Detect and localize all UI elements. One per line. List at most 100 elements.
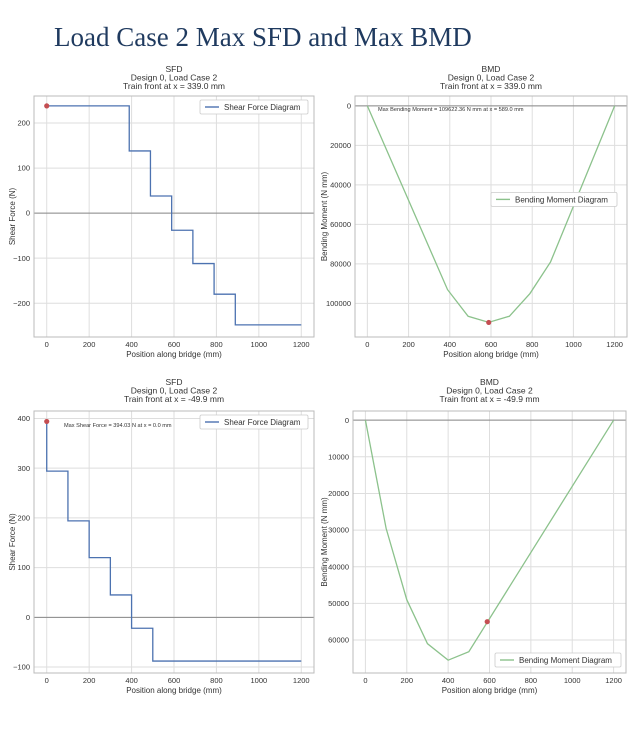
chart-title-line: SFD	[166, 64, 183, 74]
chart-title-line: Train front at x = -49.9 mm	[439, 394, 539, 404]
legend: Bending Moment Diagram	[490, 191, 618, 207]
x-tick-label: 0	[365, 340, 369, 349]
x-tick-label: 400	[442, 676, 455, 685]
chart-title-line: Train front at x = -49.9 mm	[124, 394, 224, 404]
x-tick-label: 1000	[564, 676, 581, 685]
legend-box	[490, 191, 618, 207]
plot-frame	[33, 410, 315, 674]
x-tick-label: 400	[125, 340, 138, 349]
y-tick-label: 60000	[330, 220, 351, 229]
x-axis-label: Position along bridge (mm)	[126, 686, 222, 695]
y-tick-label: 100	[17, 164, 30, 173]
x-tick-label: 1000	[251, 340, 268, 349]
x-axis-label: Position along bridge (mm)	[126, 350, 222, 359]
x-tick-label: 1200	[606, 340, 623, 349]
y-tick-label: 400	[17, 414, 30, 423]
y-tick-label: 100	[17, 563, 30, 572]
y-axis-label: Bending Moment (N mm)	[320, 171, 329, 261]
x-tick-label: 0	[45, 676, 49, 685]
y-tick-label: 40000	[330, 180, 351, 189]
x-tick-label: 1200	[293, 676, 310, 685]
chart-title-line: Design 0, Load Case 2	[131, 386, 218, 396]
x-tick-label: 200	[83, 676, 96, 685]
chart-title-line: Design 0, Load Case 2	[448, 73, 535, 83]
y-tick-label: 0	[26, 613, 30, 622]
y-tick-label: 200	[17, 513, 30, 522]
chart-title-line: Design 0, Load Case 2	[446, 386, 533, 396]
x-axis-label: Position along bridge (mm)	[442, 686, 538, 695]
bending-moment-line	[366, 105, 616, 324]
x-tick-label: 600	[485, 340, 498, 349]
y-tick-label: 30000	[328, 526, 349, 535]
y-axis-label: Shear Force (N)	[8, 513, 17, 571]
bending-moment-line	[364, 419, 615, 661]
page-title: Load Case 2 Max SFD and Max BMD	[54, 22, 472, 52]
x-tick-label: 800	[210, 340, 223, 349]
y-tick-label: 40000	[328, 562, 349, 571]
y-tick-label: 80000	[330, 260, 351, 269]
legend-label: Bending Moment Diagram	[519, 656, 612, 665]
x-tick-label: 200	[401, 676, 414, 685]
plot-frame	[354, 95, 628, 338]
chart-title-line: Design 0, Load Case 2	[131, 73, 218, 83]
x-tick-label: 1200	[605, 676, 622, 685]
max-annotation: Max Bending Moment = 109622.36 N mm at x…	[378, 107, 524, 113]
legend-label: Shear Force Diagram	[224, 103, 301, 112]
chart-title-line: Train front at x = 339.0 mm	[123, 81, 225, 91]
x-tick-label: 1000	[251, 676, 268, 685]
y-tick-label: −100	[13, 254, 30, 263]
max-marker	[44, 103, 50, 109]
x-tick-label: 800	[526, 340, 539, 349]
chart-title-line: Train front at x = 339.0 mm	[440, 81, 542, 91]
y-tick-label: 10000	[328, 452, 349, 461]
x-tick-label: 400	[125, 676, 138, 685]
y-tick-label: 100000	[326, 299, 351, 308]
legend-box	[199, 99, 309, 115]
max-marker	[486, 319, 492, 326]
x-tick-label: 600	[483, 676, 496, 685]
x-tick-label: 600	[168, 676, 181, 685]
shear-force-line	[46, 105, 302, 326]
y-tick-label: 0	[26, 209, 30, 218]
legend-box	[199, 414, 309, 430]
x-tick-label: 800	[210, 676, 223, 685]
max-marker	[44, 418, 50, 425]
x-tick-label: 800	[525, 676, 538, 685]
legend-label: Bending Moment Diagram	[515, 195, 608, 204]
chart-title-line: BMD	[480, 377, 499, 387]
x-tick-label: 400	[444, 340, 457, 349]
y-tick-label: −100	[13, 663, 30, 672]
legend: Shear Force Diagram	[199, 99, 309, 115]
max-marker	[484, 619, 490, 625]
x-tick-label: 0	[363, 676, 367, 685]
x-tick-label: 200	[83, 340, 96, 349]
legend-box	[494, 652, 622, 668]
max-annotation: Max Shear Force = 394.03 N at x = 0.0 mm	[64, 423, 172, 429]
plot-frame	[33, 95, 315, 338]
y-tick-label: 200	[17, 119, 30, 128]
x-axis-label: Position along bridge (mm)	[443, 350, 539, 359]
legend: Bending Moment Diagram	[494, 652, 622, 668]
y-tick-label: 20000	[328, 489, 349, 498]
y-tick-label: 50000	[328, 599, 349, 608]
y-axis-label: Shear Force (N)	[8, 187, 17, 245]
chart-title-line: BMD	[482, 64, 501, 74]
x-tick-label: 0	[45, 340, 49, 349]
y-tick-label: 300	[17, 464, 30, 473]
plot-frame	[352, 410, 627, 674]
x-tick-label: 200	[402, 340, 415, 349]
chart-title-line: SFD	[166, 377, 183, 387]
y-tick-label: 0	[345, 416, 349, 425]
y-tick-label: 20000	[330, 141, 351, 150]
y-tick-label: −200	[13, 299, 30, 308]
shear-force-line	[46, 421, 302, 662]
legend: Shear Force Diagram	[199, 414, 309, 430]
x-tick-label: 600	[168, 340, 181, 349]
y-tick-label: 60000	[328, 636, 349, 645]
x-tick-label: 1200	[293, 340, 310, 349]
x-tick-label: 1000	[565, 340, 582, 349]
